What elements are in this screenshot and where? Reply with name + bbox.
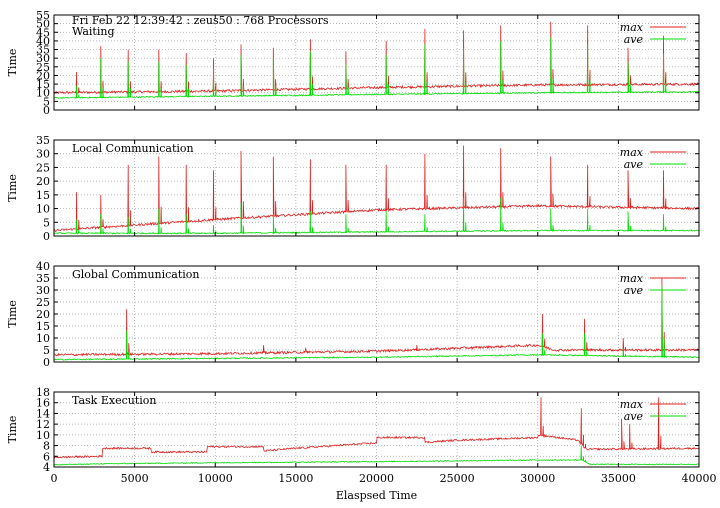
y-tick-label: 20 [36,308,50,321]
y-axis-label: Time [6,49,19,77]
y-tick-label: 10 [36,429,50,442]
y-tick-label: 35 [36,44,50,57]
series-line-ave [53,445,700,466]
y-tick-label: 16 [36,397,50,410]
x-tick-label: 15000 [278,472,313,485]
y-tick-label: 35 [36,134,50,147]
y-tick-label: 40 [36,260,50,273]
series-line-ave [53,197,700,235]
y-tick-label: 10 [36,332,50,345]
y-tick-label: 25 [36,296,50,309]
y-tick-label: 18 [36,386,50,399]
y-tick-label: 4 [43,461,50,474]
y-tick-label: 10 [36,203,50,216]
series-line-ave [53,37,700,100]
y-tick-label: 30 [36,52,50,65]
y-tick-label: 40 [36,35,50,48]
y-tick-label: 50 [36,18,50,31]
y-tick-label: 55 [36,9,50,22]
legend-label-ave: ave [624,284,644,297]
y-tick-label: 10 [36,87,50,100]
series-line-max [53,397,700,459]
figure-header: Fri Feb 22 12:39:42 : zeus50 : 768 Proce… [72,14,329,27]
series-line-ave [53,285,700,361]
legend-label-ave: ave [624,33,644,46]
legend-label-max: max [620,272,644,285]
y-tick-label: 8 [43,440,50,453]
y-tick-label: 35 [36,272,50,285]
panel-title: Global Communication [72,268,200,281]
y-tick-label: 14 [36,407,50,420]
y-tick-label: 20 [36,69,50,82]
y-tick-label: 12 [36,418,50,431]
legend-label-ave: ave [624,410,644,423]
y-tick-label: 0 [43,356,50,369]
x-axis-label: Elaspsed Time [336,489,417,502]
legend-label-max: max [620,398,644,411]
x-tick-label: 10000 [198,472,233,485]
x-tick-label: 40000 [682,472,717,485]
panel-frame [53,14,700,111]
panel-title: Task Execution [72,394,156,407]
y-tick-label: 5 [43,344,50,357]
series-line-max [53,277,700,357]
y-tick-label: 6 [43,450,50,463]
x-tick-label: 0 [51,472,58,485]
panel-title: Local Communication [72,142,194,155]
series-line-max [53,145,700,232]
y-tick-label: 15 [36,320,50,333]
x-tick-label: 35000 [601,472,636,485]
y-tick-label: 20 [36,175,50,188]
x-tick-label: 25000 [440,472,475,485]
y-tick-label: 30 [36,284,50,297]
y-tick-label: 25 [36,161,50,174]
y-tick-label: 5 [43,95,50,108]
y-tick-label: 25 [36,61,50,74]
y-axis-label: Time [6,300,19,328]
legend-label-max: max [620,21,644,34]
y-tick-label: 30 [36,148,50,161]
x-tick-label: 20000 [359,472,394,485]
y-tick-label: 5 [43,216,50,229]
y-tick-label: 15 [36,78,50,91]
y-tick-label: 0 [43,230,50,243]
x-tick-label: 30000 [520,472,555,485]
y-tick-label: 15 [36,189,50,202]
y-axis-label: Time [6,174,19,202]
series-line-max [53,21,700,95]
y-tick-label: 0 [43,104,50,117]
y-axis-label: Time [6,416,19,444]
panel-title: Waiting [72,25,115,38]
legend-label-max: max [620,146,644,159]
legend-label-ave: ave [624,158,644,171]
y-tick-label: 45 [36,26,50,39]
x-tick-label: 5000 [121,472,149,485]
